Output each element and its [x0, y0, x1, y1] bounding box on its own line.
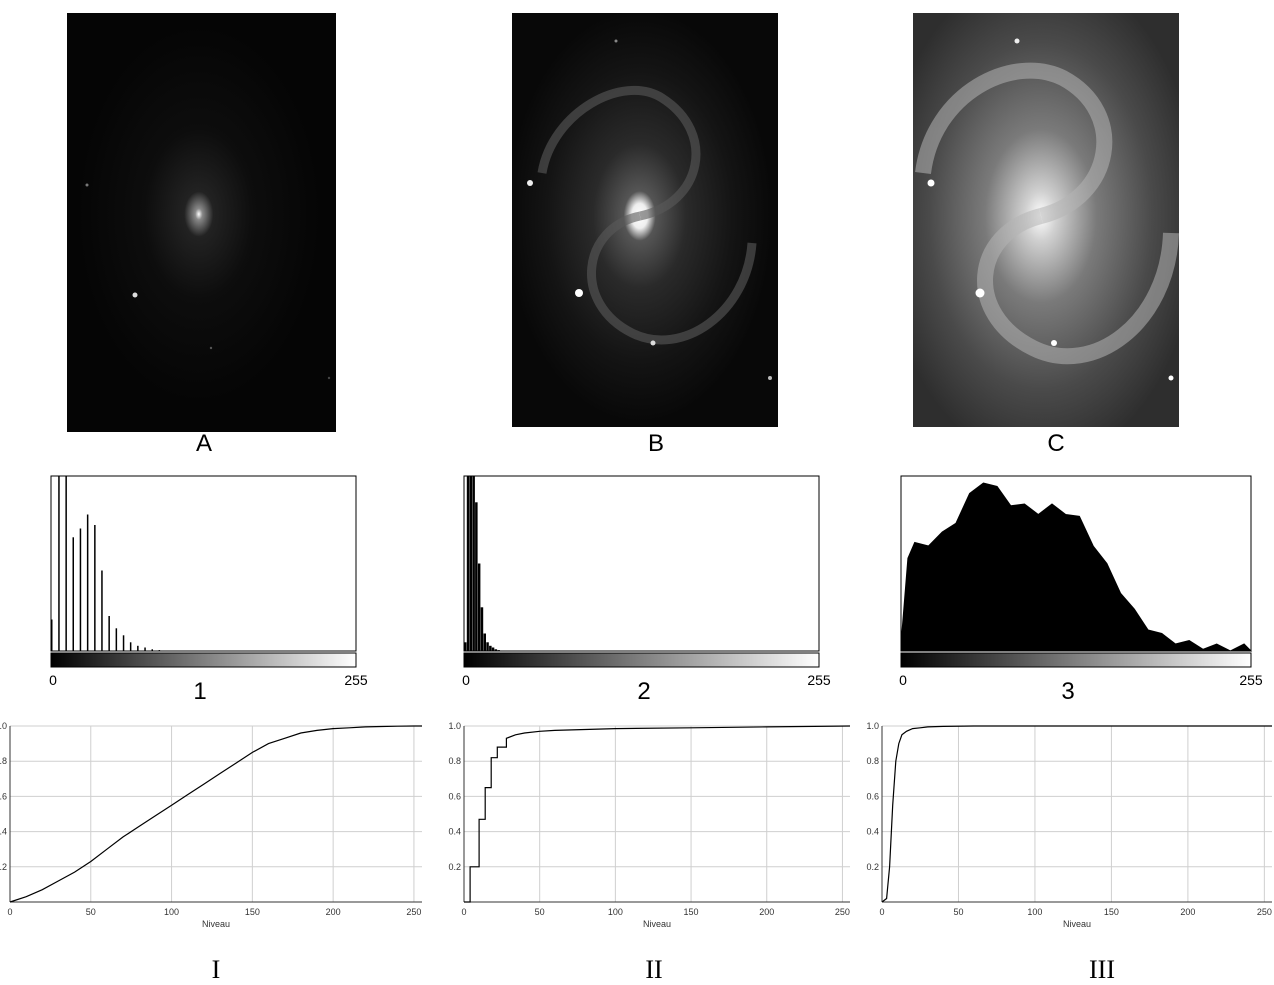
histogram-bar — [152, 649, 154, 651]
image-label-b: B — [626, 430, 686, 458]
x-axis-label: Niveau — [1063, 919, 1091, 929]
image-label-c: C — [1026, 430, 1086, 458]
histogram-bar — [486, 642, 489, 651]
x-tick-label: 0 — [461, 907, 466, 917]
cumulative-chart-i: 0 50 100 150 200 250 1.0 0.8 0.6 0.4 0.2 Niveau — [0, 715, 432, 940]
plot-frame — [464, 476, 819, 651]
histogram-bar — [484, 634, 487, 652]
x-tick-label: 50 — [86, 907, 96, 917]
histogram-bar — [159, 650, 161, 651]
cumulative-chart-iii: 0 50 100 150 200 250 1.0 0.8 0.6 0.4 0.2 Niveau — [856, 715, 1274, 940]
histogram-bar — [123, 635, 125, 651]
x-axis-label: Niveau — [643, 919, 671, 929]
y-tick-label: 0.8 — [0, 756, 7, 766]
x-tick-label: 50 — [535, 907, 545, 917]
histogram-label-1: 1 — [170, 678, 230, 706]
histogram-bar — [87, 515, 89, 652]
y-tick-label: 0.6 — [0, 791, 7, 801]
y-tick-label: 0.4 — [0, 827, 7, 837]
x-tick-label: 150 — [1104, 907, 1119, 917]
x-tick-label: 255 — [344, 672, 368, 688]
histogram-bar — [101, 571, 103, 652]
x-axis-label: Niveau — [202, 919, 230, 929]
histogram-bar — [94, 525, 96, 651]
x-tick-label: 100 — [608, 907, 623, 917]
histogram-bar — [65, 476, 67, 651]
histogram-bar — [470, 476, 473, 651]
cumulative-label-iii: III — [1072, 955, 1132, 985]
cumulative-label-ii: II — [624, 955, 684, 985]
y-tick-label: 0.2 — [866, 862, 879, 872]
histogram-bar — [51, 620, 53, 652]
histogram-2: 0 255 — [458, 470, 838, 690]
histogram-bar — [108, 616, 110, 651]
cumulative-line — [882, 726, 1272, 902]
histogram-3: 0 255 — [895, 470, 1270, 690]
histogram-1: 0 255 — [45, 470, 375, 690]
histogram-label-3: 3 — [1038, 678, 1098, 706]
x-tick-label: 200 — [326, 907, 341, 917]
image-label-a: A — [174, 430, 234, 458]
x-tick-label: 100 — [1027, 907, 1042, 917]
x-tick-label: 255 — [1239, 672, 1263, 688]
x-tick-label: 250 — [406, 907, 421, 917]
y-tick-label: 0.2 — [0, 862, 7, 872]
histogram-bar — [144, 648, 146, 652]
y-tick-label: 0.8 — [866, 756, 879, 766]
x-tick-label: 200 — [759, 907, 774, 917]
x-tick-label: 50 — [953, 907, 963, 917]
plot-frame — [51, 476, 356, 651]
histogram-bar — [464, 642, 467, 651]
x-tick-label: 255 — [807, 672, 831, 688]
cumulative-line — [10, 726, 422, 902]
histogram-bar — [492, 648, 495, 652]
histogram-bar — [495, 649, 498, 651]
gray-scale-bar — [464, 653, 819, 667]
histogram-bar — [80, 529, 82, 652]
y-tick-label: 0.2 — [448, 862, 461, 872]
gray-scale-bar — [901, 653, 1251, 667]
y-tick-label: 1.0 — [866, 721, 879, 731]
x-tick-label: 150 — [684, 907, 699, 917]
histogram-bar — [467, 476, 470, 651]
y-tick-label: 0.4 — [866, 827, 879, 837]
y-tick-label: 0.8 — [448, 756, 461, 766]
galaxy-image-a — [67, 13, 336, 432]
x-tick-label: 0 — [899, 672, 907, 688]
cumulative-chart-ii: 0 50 100 150 200 250 1.0 0.8 0.6 0.4 0.2 Niveau — [438, 715, 856, 940]
y-tick-label: 1.0 — [0, 721, 7, 731]
y-tick-label: 0.6 — [448, 791, 461, 801]
cumulative-line — [464, 726, 850, 902]
histogram-bar — [58, 476, 60, 651]
histogram-bar — [472, 476, 475, 651]
y-tick-label: 0.6 — [866, 791, 879, 801]
x-tick-label: 0 — [462, 672, 470, 688]
histogram-bar — [137, 646, 139, 651]
histogram-bar — [497, 650, 500, 651]
y-tick-label: 0.4 — [448, 827, 461, 837]
y-tick-label: 1.0 — [448, 721, 461, 731]
x-tick-label: 0 — [7, 907, 12, 917]
x-tick-label: 0 — [49, 672, 57, 688]
histogram-bar — [116, 628, 118, 651]
cumulative-label-i: I — [186, 955, 246, 985]
histogram-bar — [500, 651, 503, 652]
histogram-label-2: 2 — [614, 678, 674, 706]
histogram-bar — [478, 564, 481, 652]
x-tick-label: 100 — [164, 907, 179, 917]
x-tick-label: 250 — [1257, 907, 1272, 917]
x-tick-label: 0 — [879, 907, 884, 917]
histogram-bar — [489, 646, 492, 651]
histogram-bar — [475, 502, 478, 651]
galaxy-image-c — [913, 13, 1179, 427]
histogram-bar — [130, 642, 132, 651]
gray-scale-bar — [51, 653, 356, 667]
histogram-bar — [73, 537, 75, 651]
x-tick-label: 250 — [835, 907, 850, 917]
galaxy-image-b — [512, 13, 778, 427]
x-tick-label: 150 — [245, 907, 260, 917]
histogram-bar — [481, 607, 484, 651]
x-tick-label: 200 — [1180, 907, 1195, 917]
